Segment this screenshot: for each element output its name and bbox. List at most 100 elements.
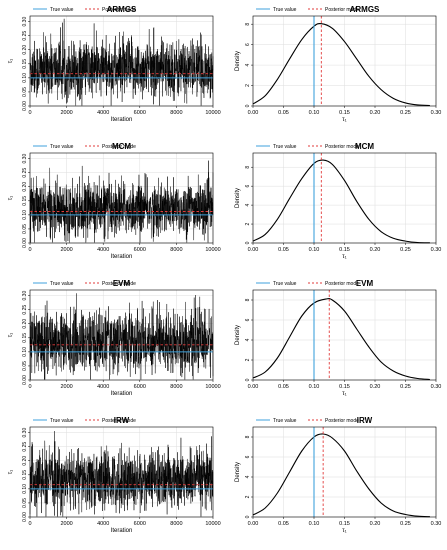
density-xlabel: τ₁	[342, 391, 346, 397]
density-ylabel: Density	[235, 188, 241, 208]
trace-tick-label-y: 0.30	[22, 154, 28, 164]
trace-tick-label-x: 2000	[60, 521, 72, 527]
density-curve	[252, 159, 430, 244]
trace-tick-label-x: 0	[28, 247, 31, 253]
density-tick-label-y: 4	[245, 203, 251, 206]
trace-series	[29, 293, 214, 380]
density-legend-mode-label: Posterior mode	[325, 281, 359, 287]
trace-tick-label-y: 0.10	[22, 484, 28, 494]
density-tick-label-x: 0.05	[278, 384, 289, 390]
density-legend-true-label: True value	[273, 418, 297, 424]
trace-tick-label-x: 6000	[134, 521, 146, 527]
trace-tick-label-x: 2000	[60, 247, 72, 253]
trace-tick-label-y: 0.15	[22, 59, 28, 69]
trace-legend-true-label: True value	[50, 144, 74, 150]
trace-frame	[29, 152, 214, 244]
density-title: IRW	[357, 416, 373, 425]
trace-series	[29, 18, 214, 106]
density-tick-label-x: 0.05	[278, 110, 289, 116]
density-tick-label-y: 0	[245, 515, 251, 518]
trace-tick-label-x: 4000	[97, 247, 109, 253]
trace-frame	[29, 15, 214, 107]
density-tick-label-x: 0.20	[370, 247, 381, 253]
density-tick-label-y: 8	[245, 298, 251, 301]
trace-frame	[29, 289, 214, 381]
trace-tick-label-x: 10000	[205, 521, 220, 527]
density-tick-label-x: 0.20	[370, 110, 381, 116]
trace-tick-label-y: 0.25	[22, 442, 28, 452]
density-curve	[252, 23, 430, 107]
trace-xlabel: Iteration	[111, 117, 133, 123]
density-legend-true-label: True value	[273, 144, 297, 150]
density-tick-label-y: 6	[245, 43, 251, 46]
trace-title: IRW	[114, 416, 130, 425]
density-ylabel: Density	[235, 462, 241, 482]
density-tick-label-x: 0.10	[309, 110, 320, 116]
density-legend-true-label: True value	[273, 7, 297, 13]
trace-title: MCM	[112, 142, 131, 151]
density-tick-label-y: 2	[245, 84, 251, 87]
density-tick-label-y: 0	[245, 104, 251, 107]
trace-tick-label-x: 0	[28, 110, 31, 116]
density-tick-label-x: 0.15	[339, 384, 350, 390]
density-xlabel: τ₁	[342, 254, 346, 260]
trace-tick-label-x: 8000	[170, 384, 182, 390]
trace-tick-label-x: 8000	[170, 247, 182, 253]
density-tick-label-x: 0.30	[431, 384, 442, 390]
density-legend-mode-label: Posterior mode	[325, 7, 359, 13]
trace-tick-label-y: 0.10	[22, 347, 28, 357]
trace-series	[29, 431, 214, 517]
trace-xlabel: Iteration	[111, 254, 133, 260]
trace-legend-true-label: True value	[50, 418, 74, 424]
trace-legend-true-label: True value	[50, 7, 74, 13]
density-tick-label-y: 6	[245, 455, 251, 458]
trace-tick-label-x: 10000	[205, 110, 220, 116]
trace-tick-label-x: 10000	[205, 247, 220, 253]
density-tick-label-x: 0.15	[339, 110, 350, 116]
trace-tick-label-y: 0.30	[22, 291, 28, 301]
density-tick-label-y: 8	[245, 435, 251, 438]
trace-frame	[29, 426, 214, 518]
trace-tick-label-y: 0.20	[22, 319, 28, 329]
density-tick-label-x: 0.15	[339, 521, 350, 527]
trace-ylabel: τ₁	[8, 196, 14, 200]
density-tick-label-y: 8	[245, 166, 251, 169]
trace-tick-label-y: 0.05	[22, 224, 28, 234]
trace-legend-mode-label: Posterior mode	[102, 7, 136, 13]
density-tick-label-x: 0.15	[339, 247, 350, 253]
density-tick-label-x: 0.05	[278, 247, 289, 253]
trace-tick-label-x: 4000	[97, 521, 109, 527]
density-tick-label-x: 0.20	[370, 521, 381, 527]
trace-tick-label-y: 0.10	[22, 73, 28, 83]
trace-tick-label-y: 0.25	[22, 31, 28, 41]
trace-tick-label-y: 0.30	[22, 17, 28, 27]
density-tick-label-x: 0.25	[400, 521, 411, 527]
density-tick-label-y: 8	[245, 23, 251, 26]
density-tick-label-x: 0.25	[400, 247, 411, 253]
trace-tick-label-y: 0.05	[22, 87, 28, 97]
trace-tick-label-x: 8000	[170, 110, 182, 116]
density-tick-label-y: 4	[245, 338, 251, 341]
trace-xlabel: Iteration	[111, 391, 133, 397]
trace-legend-mode-label: Posterior mode	[102, 418, 136, 424]
density-ylabel: Density	[235, 325, 241, 345]
density-curve	[252, 433, 430, 518]
trace-tick-label-y: 0.10	[22, 210, 28, 220]
trace-tick-label-x: 0	[28, 521, 31, 527]
trace-tick-label-y: 0.00	[22, 238, 28, 248]
density-tick-label-x: 0.00	[248, 110, 259, 116]
trace-legend-true-label: True value	[50, 281, 74, 287]
trace-ylabel: τ₁	[8, 470, 14, 474]
density-tick-label-y: 6	[245, 185, 251, 188]
density-xlabel: τ₁	[342, 528, 346, 534]
trace-legend-mode-label: Posterior mode	[102, 144, 136, 150]
trace-tick-label-x: 2000	[60, 384, 72, 390]
density-tick-label-y: 0	[245, 241, 251, 244]
trace-xlabel: Iteration	[111, 528, 133, 534]
density-tick-label-x: 0.10	[309, 384, 320, 390]
